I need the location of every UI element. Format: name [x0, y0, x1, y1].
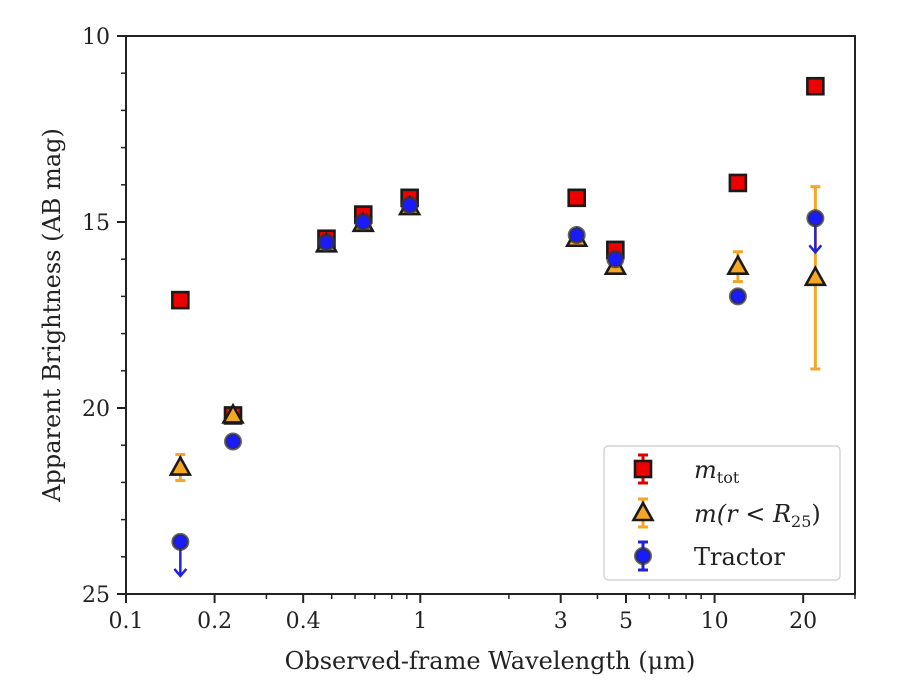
legend-entry: m(r < R25) — [631, 497, 821, 531]
legend-marker-triangle — [631, 500, 655, 522]
x-tick-label: 0.4 — [286, 609, 321, 634]
data-point — [806, 209, 825, 255]
marker-triangle — [221, 402, 245, 424]
x-tick-label: 1 — [413, 609, 427, 634]
data-point — [168, 453, 193, 483]
marker-triangle — [726, 253, 750, 275]
y-tick-label: 25 — [82, 583, 110, 608]
legend-label: mtot — [694, 456, 740, 487]
upper-limit-arrowhead — [808, 244, 823, 255]
y-tick-label: 20 — [82, 397, 110, 422]
marker-circle — [728, 287, 747, 306]
y-axis-title: Apparent Brightness (AB mag) — [38, 128, 66, 503]
marker-circle — [806, 209, 825, 228]
x-tick-label: 20 — [789, 609, 817, 634]
marker-square — [567, 188, 587, 208]
x-tick-label: 3 — [554, 609, 568, 634]
legend-marker-square — [633, 459, 653, 479]
marker-circle — [224, 432, 243, 451]
data-point — [354, 213, 373, 231]
marker-circle — [400, 196, 419, 215]
x-tick-label: 0.1 — [109, 609, 144, 634]
data-point — [726, 250, 750, 284]
y-axis: 10 15 20 25 — [82, 25, 126, 608]
marker-square — [806, 76, 825, 96]
marker-circle — [354, 213, 373, 231]
legend-label: m(r < R25) — [694, 500, 821, 531]
marker-square — [171, 290, 190, 310]
x-tick-label: 10 — [701, 609, 729, 634]
x-axis: 0.1 0.2 0.4 1 3 5 10 20 — [109, 594, 856, 634]
marker-circle — [317, 233, 336, 252]
data-point — [221, 402, 245, 424]
legend-entry: mtot — [633, 453, 740, 487]
data-point — [317, 233, 336, 252]
legend-entry: Tractor — [634, 540, 785, 572]
legend-marker-circle — [634, 547, 652, 565]
legend-label: Tractor — [694, 543, 785, 571]
series-1 — [168, 185, 828, 483]
marker-triangle — [803, 265, 828, 287]
data-point — [806, 76, 825, 96]
legend: mtot m(r < R25) Tractor — [603, 445, 841, 581]
data-point — [567, 188, 587, 208]
series-0 — [171, 76, 825, 425]
plot-frame — [125, 35, 856, 595]
data-point — [728, 173, 748, 193]
x-axis-title: Observed-frame Wavelength (μm) — [285, 647, 696, 675]
y-tick-label: 10 — [82, 25, 110, 50]
data-point — [728, 287, 747, 306]
series-2 — [171, 196, 825, 578]
x-tick-label: 0.2 — [197, 609, 232, 634]
y-tick-label: 15 — [82, 211, 110, 236]
marker-circle — [171, 532, 190, 551]
data-point — [606, 250, 625, 269]
marker-square — [728, 173, 748, 193]
upper-limit-arrowhead — [173, 568, 188, 578]
data-point — [400, 196, 419, 215]
data-point — [224, 432, 243, 451]
marker-circle — [567, 226, 586, 245]
data-point — [171, 532, 190, 578]
x-tick-label: 5 — [619, 609, 633, 634]
marker-circle — [606, 250, 625, 269]
data-point — [171, 290, 190, 310]
data-point — [567, 226, 586, 245]
plot-data-layer — [168, 76, 828, 578]
legend-frame — [603, 445, 841, 581]
marker-triangle — [168, 454, 193, 476]
